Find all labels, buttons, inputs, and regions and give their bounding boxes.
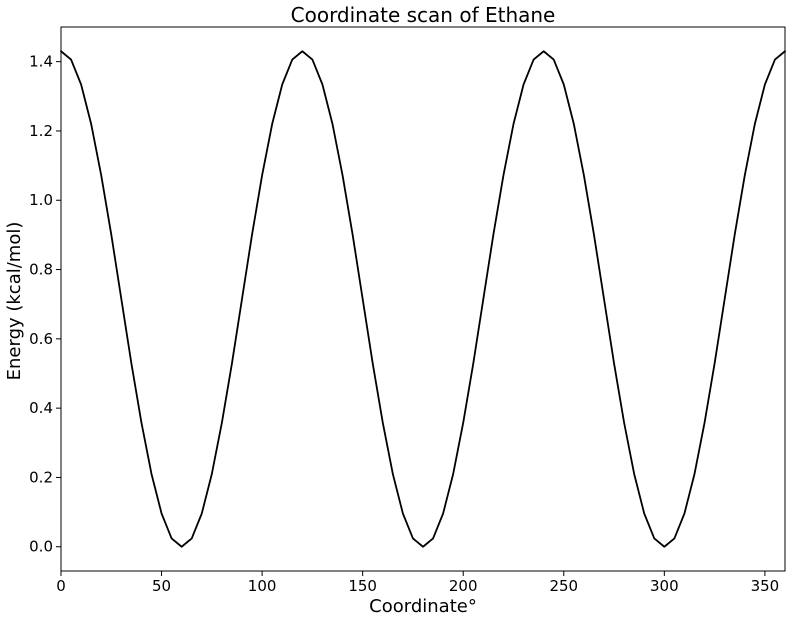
x-tick-label: 200 [449, 577, 478, 595]
x-tick-label: 350 [751, 577, 780, 595]
x-tick-label: 50 [152, 577, 171, 595]
y-tick-label: 0.8 [29, 261, 53, 279]
x-tick-label: 100 [248, 577, 277, 595]
y-axis-label: Energy (kcal/mol) [4, 222, 25, 381]
y-tick-label: 1.0 [29, 191, 53, 209]
x-axis-label: Coordinate° [369, 596, 477, 617]
plot-content [60, 50, 786, 548]
series-line [60, 50, 786, 548]
y-tick-label: 1.2 [29, 122, 53, 140]
x-tick-label: 300 [650, 577, 679, 595]
y-axis-ticks: 0.0 0.2 0.4 0.6 0.8 1.0 1.2 1.4 [29, 53, 61, 556]
x-tick-label: 150 [348, 577, 377, 595]
x-axis-ticks: 0 50 100 150 200 250 300 350 [56, 571, 779, 595]
chart-title: Coordinate scan of Ethane [291, 3, 556, 27]
x-tick-label: 0 [56, 577, 66, 595]
y-tick-label: 0.4 [29, 399, 53, 417]
y-tick-label: 1.4 [29, 53, 53, 71]
plot-frame [60, 26, 786, 572]
y-tick-label: 0.6 [29, 330, 53, 348]
y-tick-label: 0.0 [29, 538, 53, 556]
y-tick-label: 0.2 [29, 468, 53, 486]
x-tick-label: 250 [549, 577, 578, 595]
